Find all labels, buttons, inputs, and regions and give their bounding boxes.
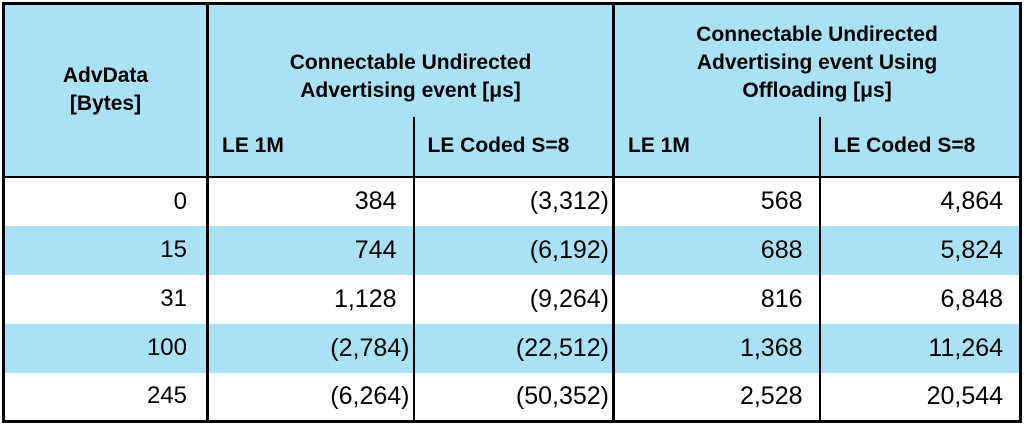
table-row: 245 (6,264) (50,352) 2,528 20,544 <box>3 372 1021 422</box>
col-header-le-1m-offloading: LE 1M <box>612 116 820 178</box>
table-row: 15 744 (6,192) 688 5,824 <box>3 225 1021 275</box>
table-cell: 100 <box>146 334 187 361</box>
table-cell: (22,512) <box>412 323 614 373</box>
table-cell: 1,128 <box>206 274 414 324</box>
table-cell: 4,864 <box>818 176 1021 226</box>
table-body: 0 384 (3,312) 568 4,864 15 744 (6,192) 688 5,824 3… <box>3 176 1021 422</box>
col-header-le-coded-s8-offloading: LE Coded S=8 <box>818 116 1021 178</box>
table-cell: 20,544 <box>818 372 1021 422</box>
table-cell: 6,848 <box>818 274 1021 324</box>
table-cell: 816 <box>612 274 820 324</box>
table-cell: (3,312) <box>412 176 614 226</box>
col-group-connectable-undirected-advertising-event-offloading: Connectable Undirected Advertising event… <box>612 3 1021 117</box>
col-group-connectable-undirected-advertising-event: Connectable Undirected Advertising event… <box>205 3 614 117</box>
table-cell: (50,352) <box>412 372 614 422</box>
table-row: 100 (2,784) (22,512) 1,368 11,264 <box>3 323 1021 373</box>
header-group-row: AdvData [Bytes] Connectable Undirected A… <box>3 3 1021 178</box>
table-cell: 5,824 <box>818 225 1021 275</box>
header-sub-row: LE 1M LE Coded S=8 LE 1M LE Coded S=8 <box>4 116 1021 178</box>
table-cell: (6,192) <box>412 225 614 275</box>
table-cell: 744 <box>206 225 414 275</box>
table-cell: (6,264) <box>206 372 414 422</box>
table-cell: 1,368 <box>612 323 820 373</box>
table-cell: (2,784) <box>206 323 414 373</box>
table-cell: 568 <box>612 176 820 226</box>
table-cell: 15 <box>160 236 187 263</box>
table-cell: 688 <box>612 225 820 275</box>
table-cell: 2,528 <box>612 372 820 422</box>
table-cell: 31 <box>160 285 187 312</box>
table-cell: 11,264 <box>818 323 1021 373</box>
table-cell: 245 <box>146 382 187 410</box>
table-cell: 384 <box>206 176 414 226</box>
table-row: 31 1,128 (9,264) 816 6,848 <box>3 274 1021 324</box>
col-header-advdata-bytes: AdvData [Bytes] <box>3 3 208 178</box>
col-header-le-coded-s8: LE Coded S=8 <box>412 116 614 178</box>
table-row: 0 384 (3,312) 568 4,864 <box>3 176 1021 226</box>
col-header-le-1m: LE 1M <box>206 116 414 178</box>
table-cell: (9,264) <box>412 274 614 324</box>
table-cell: 0 <box>173 187 187 215</box>
